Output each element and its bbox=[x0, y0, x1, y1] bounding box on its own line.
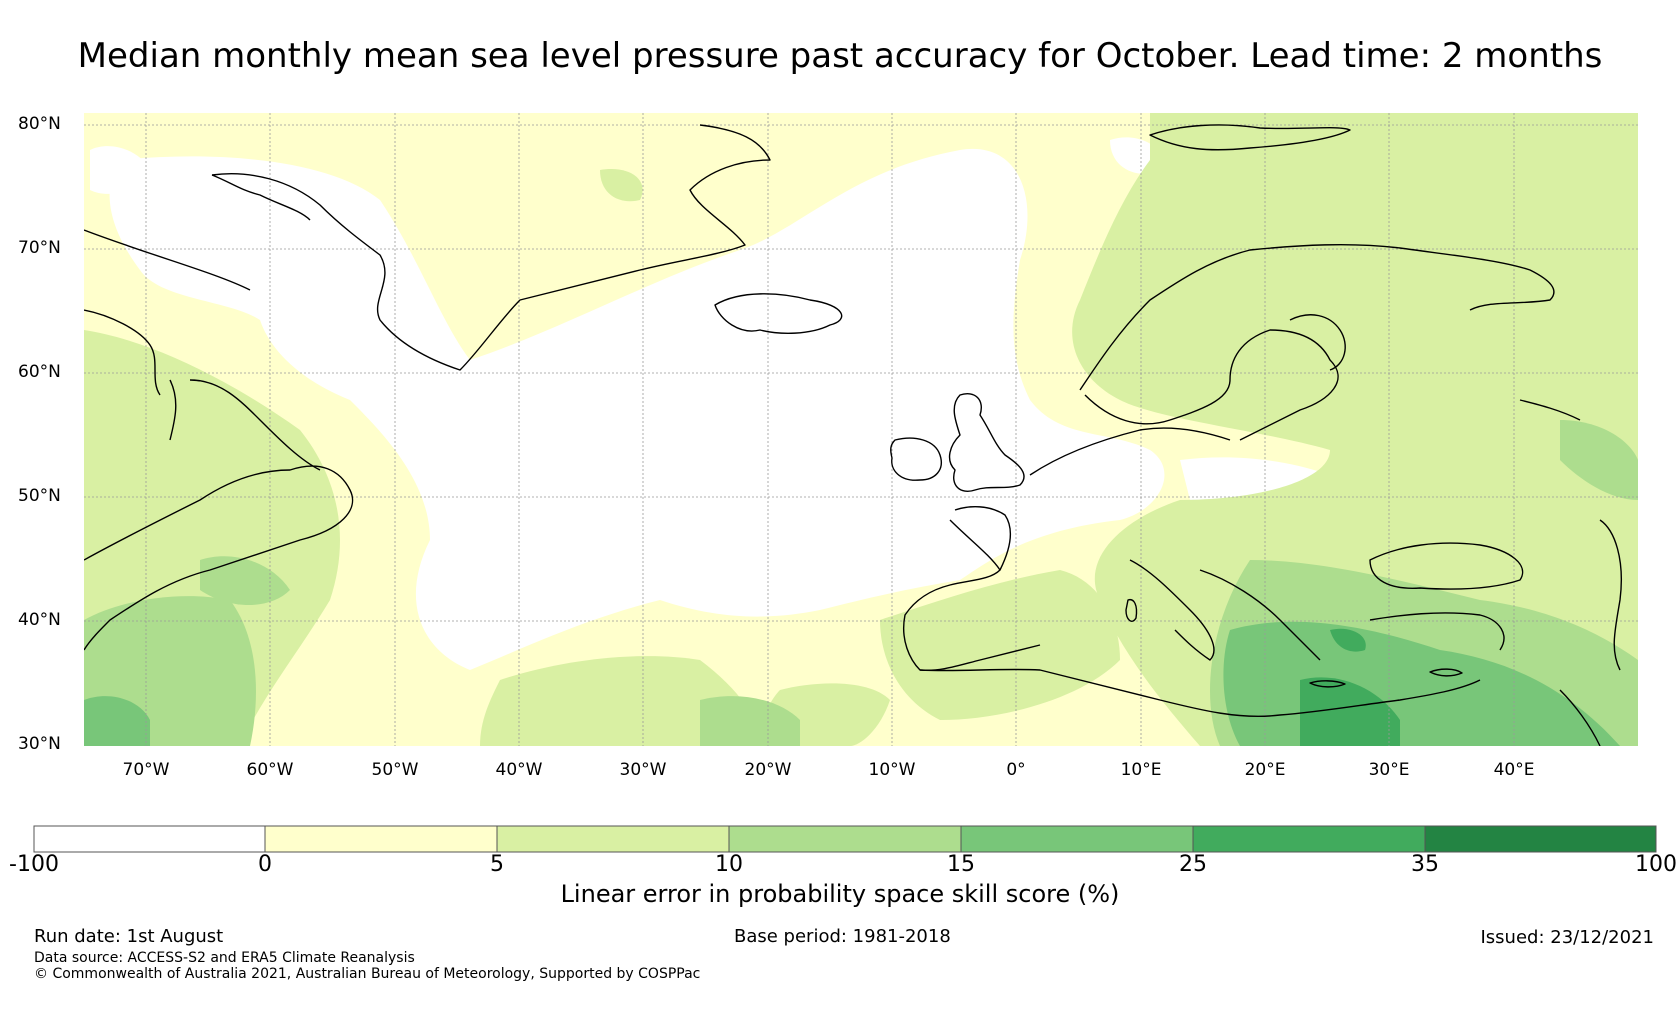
colorbar-tick: 10 bbox=[715, 852, 743, 877]
data-source: Data source: ACCESS-S2 and ERA5 Climate … bbox=[34, 950, 415, 966]
colorbar-segment-25-35 bbox=[1193, 826, 1425, 852]
colorbar-tick: 5 bbox=[490, 852, 504, 877]
crete-coast bbox=[1309, 680, 1346, 688]
caspian-coast bbox=[1599, 519, 1622, 671]
skill-field bbox=[84, 113, 1638, 746]
colorbar-frame bbox=[33, 825, 1657, 853]
baltic-coast bbox=[1084, 329, 1339, 441]
italy-coast bbox=[1129, 559, 1215, 661]
colorbar-dividers bbox=[264, 826, 1426, 852]
baffin-coast bbox=[84, 309, 161, 396]
colorbar-segment-0-5 bbox=[265, 826, 497, 852]
russia-north-coast bbox=[1519, 399, 1581, 421]
scandinavia-coast bbox=[1079, 243, 1555, 391]
lon-tick: 30°W bbox=[619, 760, 667, 780]
lon-tick: 30°E bbox=[1368, 760, 1410, 780]
lat-tick: 30°N bbox=[18, 734, 61, 754]
colorbar-tick: 0 bbox=[258, 852, 272, 877]
colorbar-segment-15-25 bbox=[961, 826, 1193, 852]
europe-coast bbox=[1029, 427, 1231, 476]
balkans-coast bbox=[1199, 569, 1321, 661]
greenland-west-coast bbox=[211, 174, 311, 221]
lon-tick: 10°W bbox=[868, 760, 916, 780]
lat-tick: 40°N bbox=[18, 610, 61, 630]
lat-tick: 60°N bbox=[18, 362, 61, 382]
labrador-coast bbox=[84, 229, 251, 291]
lon-tick: 0° bbox=[1006, 760, 1026, 780]
colorbar-tick: 100 bbox=[1635, 852, 1677, 877]
lon-tick: 60°W bbox=[246, 760, 294, 780]
north-america-coast bbox=[84, 465, 354, 651]
ireland-coast bbox=[890, 437, 942, 481]
lon-tick: 20°W bbox=[744, 760, 792, 780]
colorbar-segment-35-100 bbox=[1425, 826, 1656, 852]
turkey-coast bbox=[1369, 612, 1505, 651]
colorbar-tick: -100 bbox=[9, 852, 59, 877]
iceland-coast bbox=[714, 293, 843, 334]
lon-tick: 50°W bbox=[371, 760, 419, 780]
great-britain-coast bbox=[948, 393, 1025, 492]
coastlines bbox=[84, 124, 1622, 746]
lat-tick: 80°N bbox=[18, 114, 61, 134]
labrador-sea-coast bbox=[189, 379, 321, 471]
sardinia-coast bbox=[1125, 598, 1138, 622]
lon-tick: 40°W bbox=[495, 760, 543, 780]
hudson-coast bbox=[169, 379, 177, 441]
finland-coast bbox=[1289, 314, 1346, 371]
lon-tick: 40°E bbox=[1493, 760, 1535, 780]
svalbard-coast bbox=[1149, 124, 1351, 151]
colorbar-segment-5-10 bbox=[497, 826, 729, 852]
issued-date: Issued: 23/12/2021 bbox=[1480, 927, 1654, 948]
skill-band-negative bbox=[90, 137, 1360, 670]
map-title: Median monthly mean sea level pressure p… bbox=[77, 36, 1603, 76]
colorbar-tick: 35 bbox=[1411, 852, 1439, 877]
black-sea-coast bbox=[1369, 542, 1524, 590]
colorbar-tick: 15 bbox=[947, 852, 975, 877]
lat-tick: 70°N bbox=[18, 238, 61, 258]
cyprus-coast bbox=[1429, 668, 1463, 677]
colorbar bbox=[33, 825, 1657, 853]
france-coast bbox=[954, 506, 1012, 571]
lon-tick: 10°E bbox=[1120, 760, 1162, 780]
lat-tick: 50°N bbox=[18, 486, 61, 506]
colorbar-segment-10-15 bbox=[729, 826, 961, 852]
copyright: © Commonwealth of Australia 2021, Austra… bbox=[34, 966, 701, 982]
lon-tick: 70°W bbox=[122, 760, 170, 780]
colorbar-tick: 25 bbox=[1179, 852, 1207, 877]
colorbar-segment-negative bbox=[34, 826, 265, 852]
greenland-coast bbox=[211, 124, 771, 371]
skill-band-25-35 bbox=[1300, 628, 1400, 746]
base-period: Base period: 1981-2018 bbox=[734, 926, 951, 947]
run-date: Run date: 1st August bbox=[34, 926, 224, 947]
red-sea-coast bbox=[1559, 689, 1601, 746]
colorbar-label: Linear error in probability space skill … bbox=[560, 880, 1120, 908]
lon-tick: 20°E bbox=[1244, 760, 1286, 780]
africa-coast bbox=[919, 668, 1481, 718]
